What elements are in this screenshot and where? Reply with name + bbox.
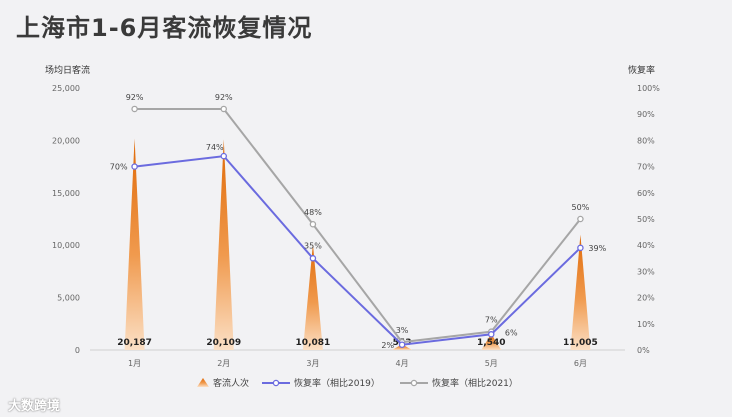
line-data-label: 48% [304, 208, 322, 217]
left-axis-tick: 5,000 [57, 294, 80, 303]
bar-spike [302, 244, 323, 350]
bar-data-label: 1,540 [477, 338, 505, 348]
right-axis-title: 恢复率 [628, 64, 655, 76]
series-point [131, 105, 138, 113]
x-axis-tick: 1月 [128, 359, 141, 368]
x-axis-tick: 6月 [574, 359, 587, 368]
x-axis-tick: 5月 [485, 359, 498, 368]
right-axis-tick: 10% [637, 320, 655, 329]
series-line [134, 107, 582, 344]
line-data-label: 74% [206, 143, 224, 152]
legend-label: 恢复率（相比2021） [432, 377, 518, 389]
bar-data-label: 20,187 [117, 338, 152, 348]
bar-data-label: 20,109 [206, 338, 241, 348]
x-axis-tick: 4月 [396, 359, 409, 368]
series-line [134, 155, 582, 346]
legend-label: 客流人次 [213, 377, 249, 389]
right-axis-tick: 100% [637, 84, 660, 93]
left-axis-tick: 10,000 [52, 241, 80, 250]
bar-data-label: 11,005 [563, 338, 598, 348]
chart-title: 上海市1-6月客流恢复情况 [16, 14, 313, 42]
right-axis-tick: 40% [637, 241, 655, 250]
left-axis-tick: 0 [75, 346, 80, 355]
right-axis-tick: 60% [637, 189, 655, 198]
legend-label: 恢复率（相比2019） [294, 377, 380, 389]
right-axis-tick: 80% [637, 136, 655, 145]
line-data-label: 3% [396, 326, 409, 335]
line-data-label: 92% [215, 93, 233, 102]
legend-swatch-point [410, 379, 418, 387]
bar-spike [213, 139, 234, 350]
right-axis-tick: 90% [637, 110, 655, 119]
line-data-label: 50% [572, 203, 590, 212]
left-axis-tick: 20,000 [52, 136, 80, 145]
legend-swatch-bars [197, 378, 209, 387]
x-axis-tick: 2月 [217, 359, 230, 368]
left-axis-tick: 25,000 [52, 84, 80, 93]
line-data-label: 39% [588, 244, 606, 253]
right-axis-tick: 0% [637, 346, 650, 355]
right-axis-tick: 30% [637, 267, 655, 276]
line-data-label: 35% [304, 241, 322, 250]
series-point [487, 331, 495, 338]
x-axis-tick: 3月 [306, 359, 319, 368]
series-point [309, 255, 317, 262]
series-point [577, 215, 584, 223]
right-axis-tick: 70% [637, 163, 655, 172]
series-point [131, 163, 138, 170]
bar-spike [124, 138, 145, 350]
line-data-label: 70% [110, 163, 128, 172]
series-point [220, 152, 227, 160]
line-data-label: 6% [505, 328, 518, 337]
line-data-label: 92% [126, 93, 144, 102]
left-axis-tick: 15,000 [52, 189, 80, 198]
series-point [398, 341, 406, 349]
watermark-logo: 大数跨境 [8, 399, 61, 414]
series-point [577, 244, 584, 252]
bar-spike [481, 333, 502, 350]
left-axis-title: 场均日客流 [45, 64, 90, 76]
right-axis-tick: 20% [637, 294, 655, 303]
series-point [309, 220, 317, 228]
bar-data-label: 10,081 [296, 338, 331, 348]
bar-spike [570, 234, 591, 350]
series-point [220, 105, 227, 113]
legend-swatch-point [272, 379, 280, 387]
line-data-label: 7% [485, 316, 498, 325]
line-data-label: 2% [381, 341, 394, 350]
right-axis-tick: 50% [637, 215, 655, 224]
